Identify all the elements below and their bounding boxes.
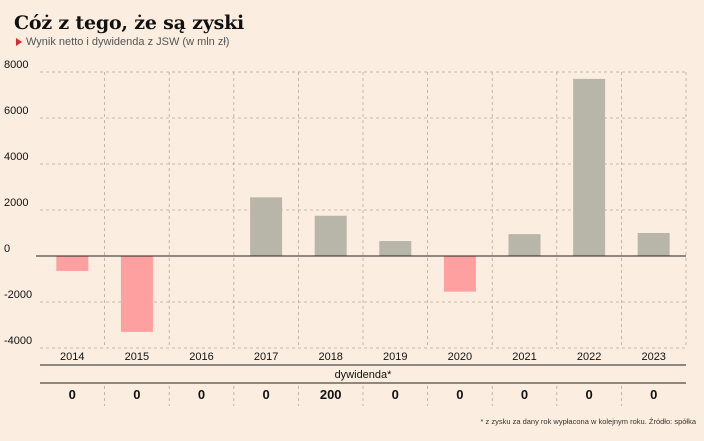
x-tick-label: 2020 <box>448 351 472 363</box>
bar <box>573 78 606 257</box>
bar <box>637 233 670 256</box>
x-tick-label: 2017 <box>254 351 278 363</box>
triangle-marker-icon <box>16 38 22 46</box>
bar <box>379 241 412 256</box>
dividend-value: 200 <box>320 387 342 402</box>
y-tick-label: 2000 <box>4 197 28 209</box>
dividend-value: 0 <box>585 387 592 402</box>
bar <box>250 197 283 256</box>
dividend-value: 0 <box>133 387 140 402</box>
dividend-value: 0 <box>69 387 76 402</box>
x-tick-label: 2019 <box>383 351 407 363</box>
x-tick-label: 2022 <box>577 351 601 363</box>
dividend-value: 0 <box>456 387 463 402</box>
bar <box>314 215 347 256</box>
y-tick-label: 4000 <box>4 151 28 163</box>
bar <box>508 234 541 256</box>
dividend-value: 0 <box>392 387 399 402</box>
dividend-value: 0 <box>262 387 269 402</box>
y-tick-label: 8000 <box>4 59 28 71</box>
dividend-value: 0 <box>650 387 657 402</box>
chart-subtitle: Wynik netto i dywidenda z JSW (w mln zł) <box>16 36 229 48</box>
bar <box>443 256 476 292</box>
bar <box>120 256 153 332</box>
dividend-label: dywidenda* <box>335 369 393 381</box>
y-tick-label: -2000 <box>4 289 32 301</box>
x-tick-label: 2021 <box>512 351 536 363</box>
subtitle-text: Wynik netto i dywidenda z JSW (w mln zł) <box>26 36 230 48</box>
x-tick-label: 2018 <box>318 351 342 363</box>
dividend-value: 0 <box>198 387 205 402</box>
y-tick-label: 0 <box>4 243 10 255</box>
chart-title: Cóż z tego, że są zyski <box>14 12 245 34</box>
y-tick-label: 6000 <box>4 105 28 117</box>
footnote: * z zysku za dany rok wypłacona w kolejn… <box>480 417 696 426</box>
y-tick-label: -4000 <box>4 335 32 347</box>
x-tick-label: 2023 <box>641 351 665 363</box>
dividend-value: 0 <box>521 387 528 402</box>
x-tick-label: 2015 <box>125 351 149 363</box>
x-tick-label: 2016 <box>189 351 213 363</box>
bar <box>56 256 89 271</box>
x-tick-label: 2014 <box>60 351 84 363</box>
